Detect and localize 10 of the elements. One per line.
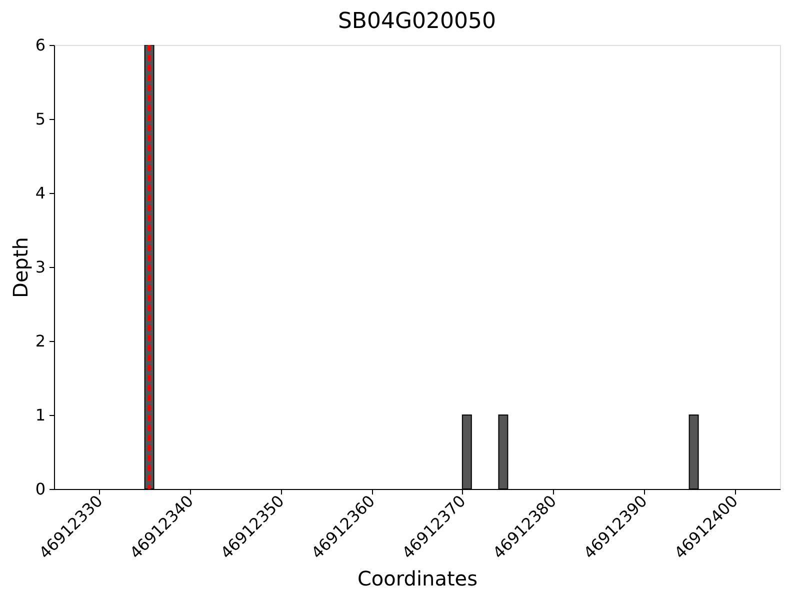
y-tick-label: 5 [35,110,46,128]
y-tick-label: 4 [35,184,46,202]
y-tick-label: 0 [35,480,46,498]
y-axis-title: Depth [8,237,32,298]
y-tick-label: 2 [35,332,46,350]
chart-title: SB04G020050 [338,9,496,34]
x-axis-title: Coordinates [357,566,478,591]
y-tick-label: 3 [35,258,46,276]
y-tick-label: 1 [35,406,46,424]
y-tick-label: 6 [35,36,46,54]
